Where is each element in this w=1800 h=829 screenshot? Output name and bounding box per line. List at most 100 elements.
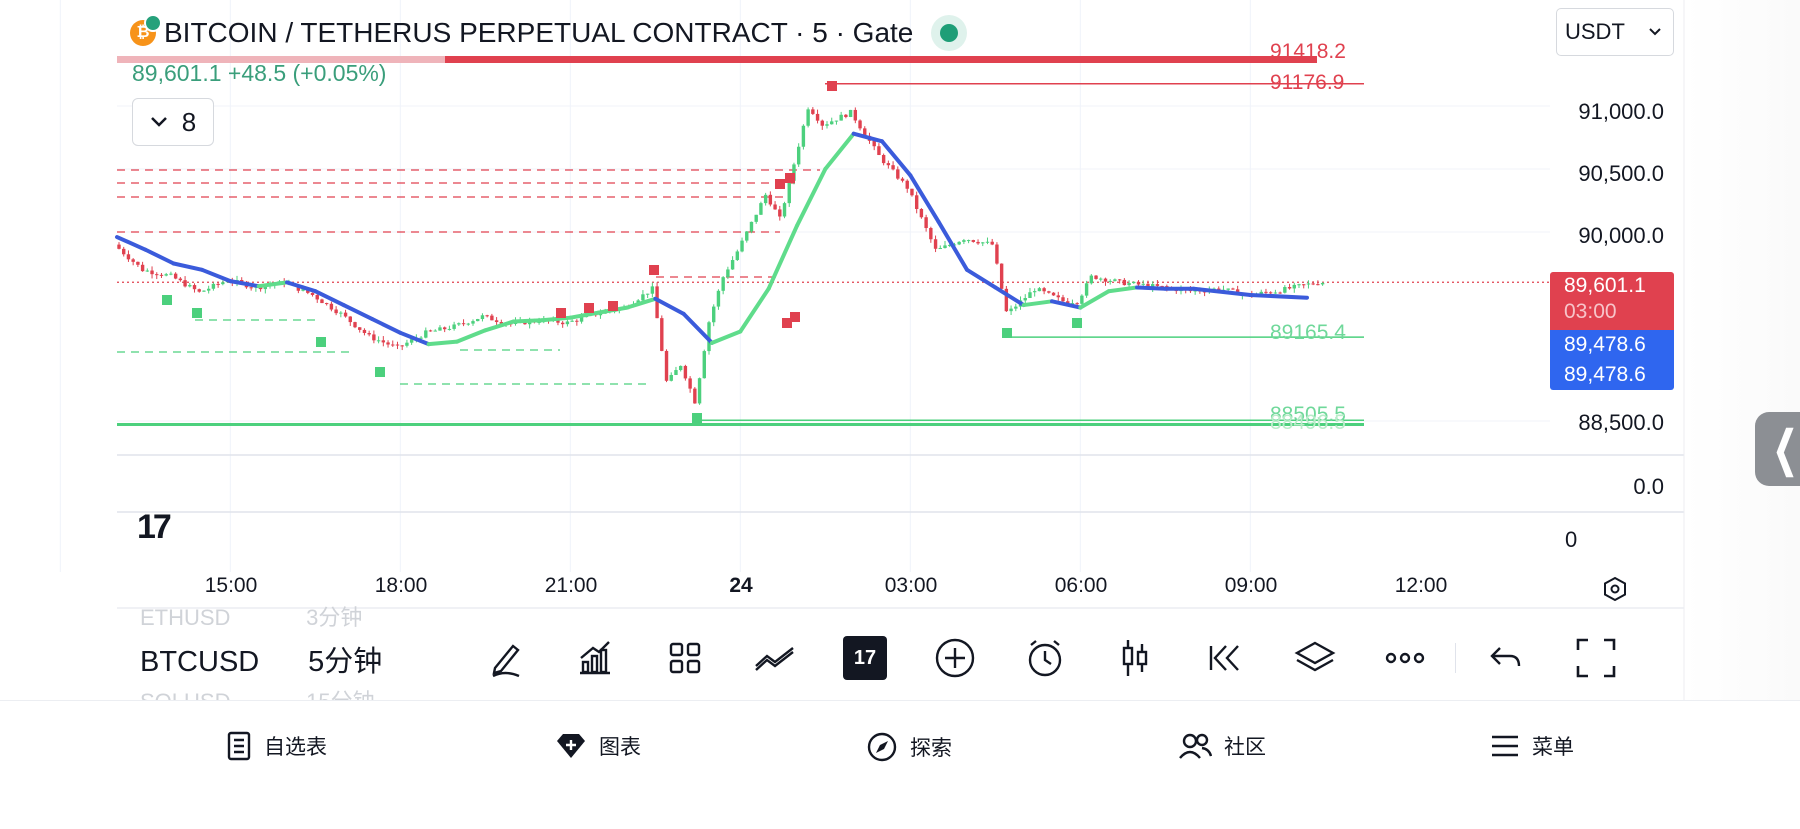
compare-button[interactable] [730,628,820,688]
buy-signal-marker [375,367,385,377]
symbol-interval-picker[interactable]: ETHUSD 3分钟 BTCUSD 5分钟 SOLUSD 15分钟 [117,604,417,700]
candle-bull [1070,303,1075,305]
symbol-title[interactable]: BITCOIN / TETHERUS PERPETUAL CONTRACT · … [164,17,914,48]
candle-bull [985,241,990,243]
candle-bear [886,163,891,166]
candle-bull [726,269,730,278]
chevron-left-icon: ❮ [1772,423,1798,476]
time-axis[interactable]: 15:00 18:00 21:00 24 03:00 06:00 09:00 1… [117,572,1684,608]
moving-average-segment [483,319,516,333]
market-status-indicator[interactable] [931,15,968,51]
candle-bear [358,327,362,330]
candle-bear [773,204,777,210]
tether-badge-icon [144,14,162,32]
nav-label: 探索 [910,737,952,760]
candle-bull [678,365,683,371]
replay-button[interactable] [1180,628,1270,688]
moving-average-segment [143,247,176,266]
fullscreen-button[interactable] [1551,628,1641,688]
nav-item-menu[interactable]: 菜单 [1490,731,1574,761]
candle-bear [306,289,310,293]
chart-toolbar[interactable]: 17 [460,628,1641,688]
candle-bull [1080,295,1084,304]
chart-type-button[interactable] [1090,628,1180,688]
candle-bull [957,241,961,245]
candle-bear [858,120,862,129]
candle-bear [150,270,154,275]
moving-average-segment [200,267,233,284]
candle-bull [457,323,461,325]
symbol-name: BTCUSD [140,646,260,678]
candle-bear [881,155,886,164]
candle-bull [702,351,706,379]
candle-bear [1287,287,1292,289]
candle-bull [796,146,801,165]
nav-item-community[interactable]: 社区 [1178,731,1266,761]
add-button[interactable] [910,628,1000,688]
nav-item-watchlist[interactable]: 自选表 [226,731,327,761]
nav-item-explore[interactable]: 探索 [866,731,952,763]
candle-bear [320,299,324,304]
candle-bear [1042,288,1046,292]
alert-button[interactable] [1000,628,1090,688]
more-button[interactable] [1360,628,1450,688]
candle-bear [929,228,933,240]
candle-bear [348,316,352,323]
candle-bear [1136,281,1141,285]
candle-bull [834,120,839,122]
indicators-icon [580,641,610,675]
indicators-button[interactable] [550,628,640,688]
chart-header[interactable]: ₿ BITCOIN / TETHERUS PERPETUAL CONTRACT … [130,10,968,56]
candle-bear [683,365,688,379]
candle-bull [1193,290,1197,292]
moving-average-segment [653,296,686,316]
candle-bull [697,378,702,404]
candle-bear [372,334,376,341]
candle-bear [1217,288,1221,291]
currency-select[interactable]: USDT [1556,8,1674,56]
candle-bull [1028,292,1032,299]
candle-bear [688,378,692,389]
symbol-option[interactable]: SOLUSD 15分钟 [140,684,375,700]
sell-signal-marker [827,81,837,91]
chart-panel[interactable] [117,0,1684,700]
tradingview-button[interactable]: 17 [820,628,910,688]
candle-bull [759,203,763,215]
candle-bull [476,319,480,322]
candle-bear [811,109,815,114]
buy-signal-marker [1072,318,1082,328]
candle-bear [428,330,433,332]
layers-button[interactable] [1270,628,1360,688]
layout-button[interactable] [640,628,730,688]
chart-settings-icon[interactable] [1600,574,1630,604]
candle-bull [981,242,985,244]
candle-bull [339,312,343,314]
fullscreen-icon [1576,638,1616,678]
candle-bear [1061,297,1065,302]
candle-bear [1160,285,1164,287]
moving-average-segment [1021,299,1054,308]
candle-bull [787,180,791,204]
candle-bull [754,214,758,222]
candle-bull [301,289,305,291]
symbol-option[interactable]: ETHUSD 3分钟 [140,604,362,632]
candle-bear [173,273,178,279]
indicators-collapse-button[interactable]: 8 [132,98,214,146]
candle-bull [537,321,541,323]
moving-average-segment [540,315,573,323]
draw-tool-button[interactable] [460,628,550,688]
left-gutter [0,0,117,700]
nav-label: 图表 [599,736,641,759]
market-open-dot-icon [940,24,959,42]
bottom-navigation[interactable]: 自选表 图表 探索 社区 菜单 [0,700,1800,829]
candle-bull [674,370,678,375]
symbol-option-selected[interactable]: BTCUSD 5分钟 [140,638,382,680]
nav-item-chart[interactable]: 图表 [555,731,641,761]
undo-button[interactable] [1461,628,1551,688]
sell-signal-marker [584,303,594,313]
price-chart[interactable] [0,0,1800,700]
side-panel-toggle[interactable]: ❮ [1755,412,1800,486]
candle-bull [645,293,650,295]
interval-name: 3分钟 [306,605,363,630]
candle-bear [367,333,371,335]
